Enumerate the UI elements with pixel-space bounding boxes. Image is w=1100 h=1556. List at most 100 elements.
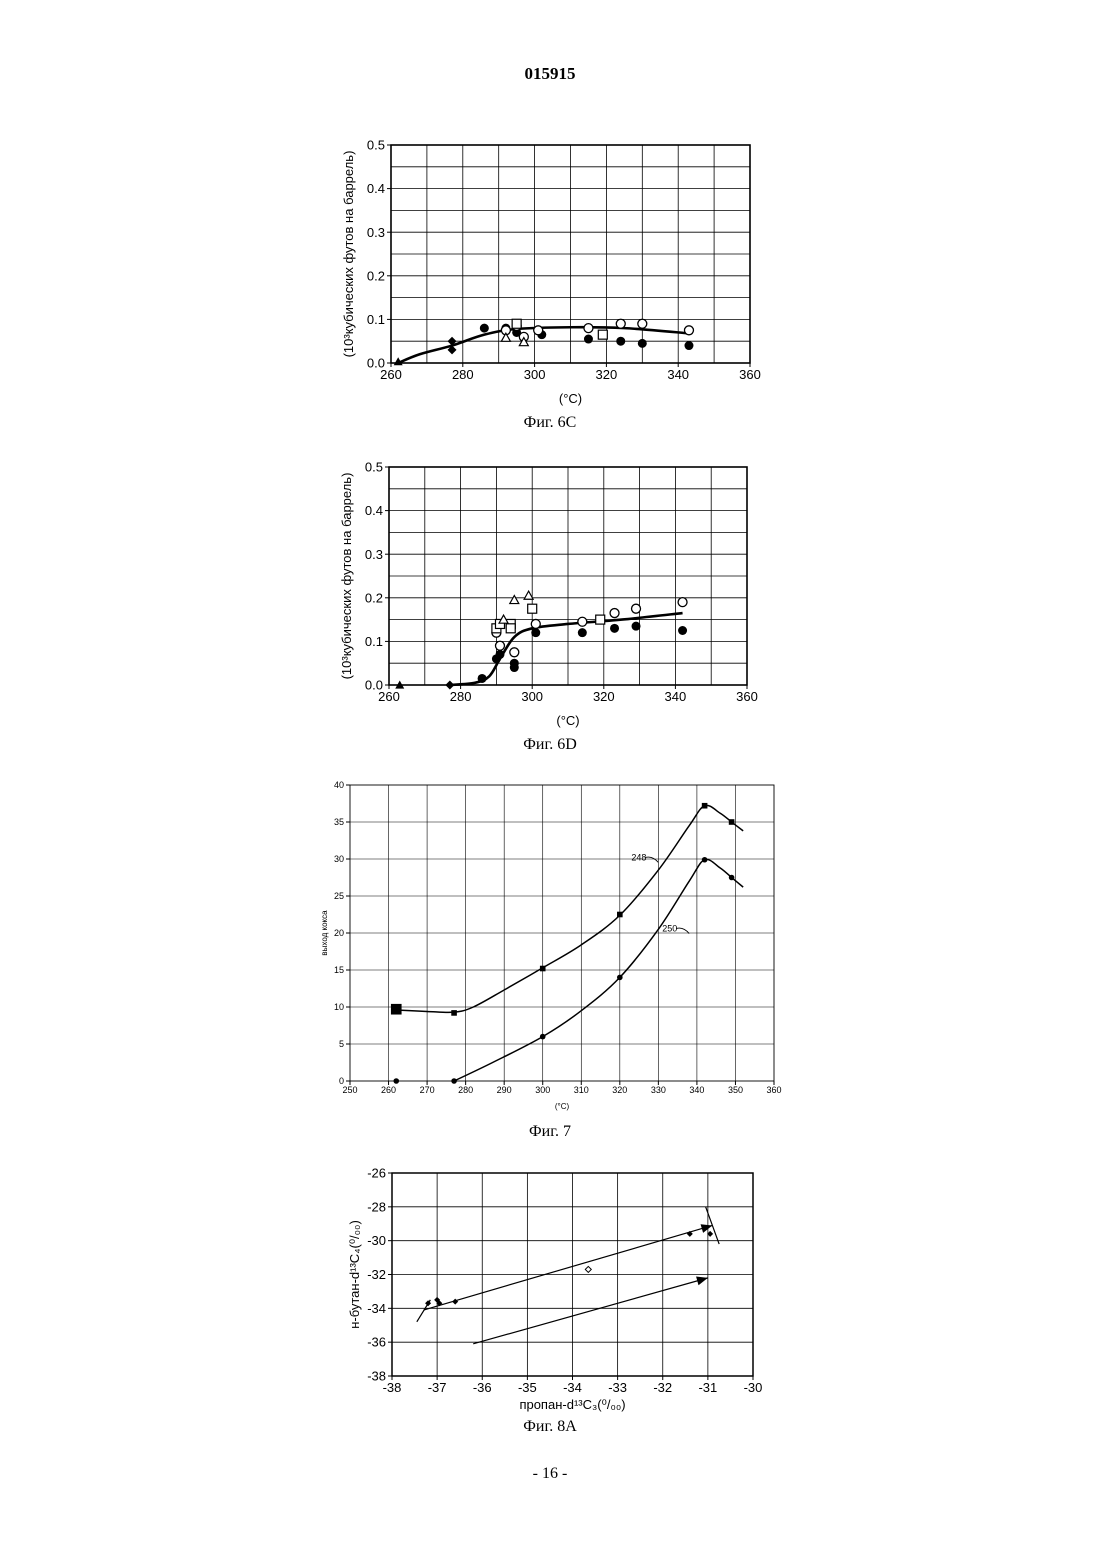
- x-tick-label: 290: [497, 1085, 512, 1095]
- data-point: [729, 875, 735, 881]
- y-tick-label: 40: [334, 780, 344, 790]
- figure-7: 2502602702802903003103203303403503600510…: [0, 774, 1100, 1124]
- x-tick-label: 360: [766, 1085, 781, 1095]
- x-tick-label: -32: [653, 1380, 672, 1395]
- data-point: [452, 1299, 458, 1305]
- data-point: [534, 326, 543, 335]
- x-tick-label: 310: [574, 1085, 589, 1095]
- y-tick-label: 0.1: [365, 634, 383, 649]
- figure-8a: -38-37-36-35-34-33-32-31-30-38-36-34-32-…: [0, 1158, 1100, 1423]
- data-point: [632, 604, 641, 613]
- page-number: - 16 -: [0, 1465, 1100, 1483]
- y-axis-label: н-бутан-d¹³C₄(⁰/₀₀): [347, 1220, 362, 1329]
- figure-6c-caption: Фиг. 6С: [0, 414, 1100, 432]
- data-point: [451, 1078, 457, 1084]
- data-point: [495, 650, 504, 659]
- y-tick-label: -38: [367, 1369, 386, 1384]
- y-axis-label: выход кокса: [320, 910, 329, 956]
- chart-8a-svg: -38-37-36-35-34-33-32-31-30-38-36-34-32-…: [0, 1158, 1100, 1423]
- data-point: [598, 330, 607, 339]
- x-tick-label: 340: [665, 689, 687, 704]
- y-tick-label: 0: [339, 1076, 344, 1086]
- data-point: [506, 624, 515, 633]
- y-tick-label: -32: [367, 1267, 386, 1282]
- x-tick-label: 300: [535, 1085, 550, 1095]
- data-point: [585, 1266, 591, 1272]
- data-point: [451, 1010, 457, 1016]
- data-point: [393, 1078, 399, 1084]
- x-axis-label: пропан-d¹³C₃(⁰/₀₀): [519, 1397, 625, 1412]
- series-label-leader: [645, 857, 658, 862]
- data-point: [617, 912, 623, 918]
- x-tick-label: -33: [608, 1380, 627, 1395]
- x-tick-label: 320: [612, 1085, 627, 1095]
- x-tick-label: -34: [563, 1380, 582, 1395]
- data-point: [391, 1004, 402, 1015]
- y-tick-label: 0.3: [367, 225, 385, 240]
- y-tick-label: 5: [339, 1039, 344, 1049]
- x-tick-label: 280: [452, 367, 474, 382]
- x-tick-label: 250: [342, 1085, 357, 1095]
- data-point: [528, 604, 537, 613]
- y-tick-label: 0.1: [367, 312, 385, 327]
- y-tick-label: 0.5: [367, 138, 385, 153]
- data-point: [495, 641, 504, 650]
- x-tick-label: 340: [689, 1085, 704, 1095]
- chart-7-svg: 2502602702802903003103203303403503600510…: [0, 774, 1100, 1124]
- y-tick-label: 0.3: [365, 547, 383, 562]
- data-point: [729, 819, 735, 825]
- x-tick-label: 330: [651, 1085, 666, 1095]
- x-tick-label: 280: [450, 689, 472, 704]
- y-tick-label: 0.4: [367, 181, 385, 196]
- data-point: [540, 1034, 546, 1040]
- x-tick-label: 280: [458, 1085, 473, 1095]
- x-axis-label: (°C): [556, 713, 579, 728]
- y-tick-label: 35: [334, 817, 344, 827]
- series-curve-248: [396, 805, 743, 1012]
- x-tick-label: 270: [420, 1085, 435, 1095]
- x-tick-label: 260: [381, 1085, 396, 1095]
- x-tick-label: 360: [736, 689, 758, 704]
- y-tick-label: -30: [367, 1233, 386, 1248]
- trend-curve: [450, 613, 683, 685]
- data-point: [702, 857, 708, 863]
- data-point: [584, 324, 593, 333]
- data-point: [638, 339, 647, 348]
- data-point: [540, 966, 546, 972]
- data-point: [610, 609, 619, 618]
- data-point: [616, 319, 625, 328]
- chart-6d-svg: 2602803003203403600.00.10.20.30.40.5(°C)…: [0, 452, 1100, 742]
- figure-7-caption: Фиг. 7: [0, 1123, 1100, 1141]
- y-tick-label: -34: [367, 1301, 386, 1316]
- data-point: [510, 648, 519, 657]
- y-tick-label: 0.5: [365, 460, 383, 475]
- data-point: [702, 803, 708, 809]
- y-tick-label: -36: [367, 1335, 386, 1350]
- data-point: [684, 326, 693, 335]
- x-tick-label: 300: [521, 689, 543, 704]
- data-point: [678, 626, 687, 635]
- trend-arrow-line: [473, 1278, 708, 1344]
- figure-6c: 2602803003203403600.00.10.20.30.40.5(°C)…: [0, 130, 1100, 420]
- data-point: [617, 975, 623, 981]
- data-point: [684, 341, 693, 350]
- data-point: [578, 628, 587, 637]
- x-tick-label: -35: [518, 1380, 537, 1395]
- y-tick-label: 0.2: [365, 590, 383, 605]
- x-axis-label: (°C): [559, 391, 582, 406]
- data-point: [524, 591, 533, 599]
- data-point: [610, 624, 619, 633]
- chart-6c-svg: 2602803003203403600.00.10.20.30.40.5(°C)…: [0, 130, 1100, 420]
- data-point: [678, 598, 687, 607]
- series-label: 248: [631, 852, 646, 862]
- figure-8a-caption: Фиг. 8А: [0, 1418, 1100, 1436]
- y-tick-label: 0.2: [367, 268, 385, 283]
- data-point: [638, 319, 647, 328]
- trend-arrow-line: [424, 1225, 713, 1310]
- data-point: [501, 333, 510, 341]
- x-tick-label: 340: [667, 367, 689, 382]
- y-tick-label: 15: [334, 965, 344, 975]
- data-point: [531, 628, 540, 637]
- y-tick-label: 30: [334, 854, 344, 864]
- x-tick-label: -36: [473, 1380, 492, 1395]
